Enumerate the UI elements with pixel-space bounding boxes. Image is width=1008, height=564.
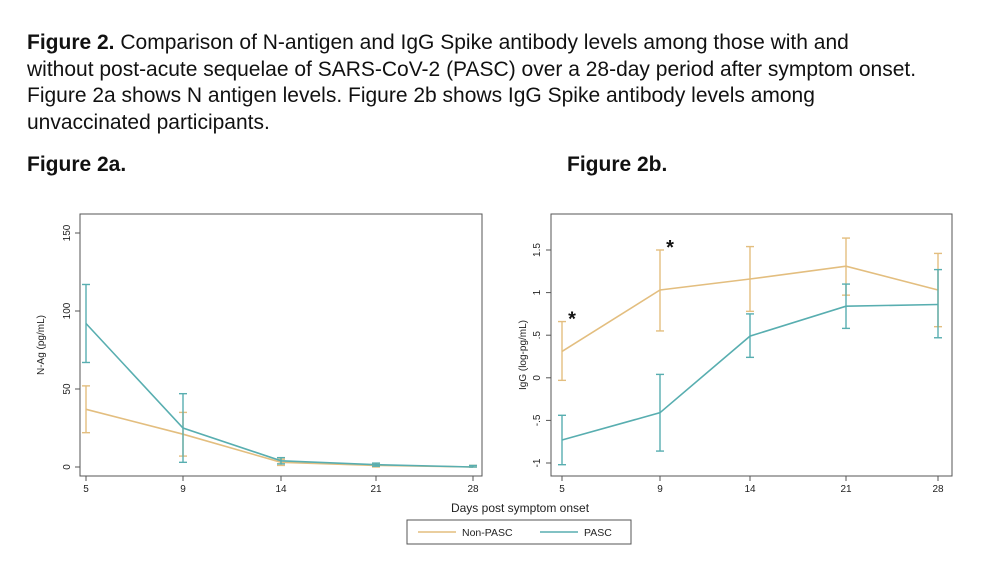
y-tick-label: 1.5 [532,243,543,257]
error-bar-pasc [469,464,477,468]
error-bar-pasc [179,392,187,464]
x-tick-label: 21 [370,484,382,495]
x-tick-label: 9 [180,484,186,495]
caption-label: Figure 2. [27,31,115,54]
x-tick-label: 14 [744,484,756,495]
y-tick-label: 50 [62,383,73,395]
legend-label-non-pasc: Non-PASC [462,527,513,539]
error-bar-pasc [842,283,850,330]
y-tick-label: -1 [532,458,543,467]
chart-panel-b: -1 -.5 0 .5 1 1.5 IgG (log-pg/mL) 5 9 14 21 28 * * [518,213,953,495]
error-bar-non-pasc [558,320,566,382]
caption-line-1: Figure 2. Comparison of N-antigen and Ig… [27,30,1008,57]
shared-x-axis-title: Days post symptom onset [451,501,590,515]
error-bar-non-pasc [656,249,664,332]
caption-line-2: without post-acute sequelae of SARS-CoV-… [27,57,917,81]
y-tick-label: .5 [532,331,543,340]
y-tick-label: 0 [62,464,73,470]
x-tick-label: 9 [657,484,663,495]
error-bar-pasc [656,373,664,452]
series-line-pasc [85,322,474,468]
panel-label-a: Figure 2a. [27,153,127,176]
plot-frame [79,213,483,477]
error-bar-pasc [372,462,380,467]
plot-frame [550,213,953,477]
x-tick-label: 14 [275,484,287,495]
x-tick-label: 28 [467,484,479,495]
panel-label-b: Figure 2b. [567,153,668,176]
series-line-non-pasc [85,408,474,468]
y-axis-title: IgG (log-pg/mL) [518,320,529,390]
error-bar-pasc [277,456,285,465]
error-bar-non-pasc [82,385,90,434]
legend: Non-PASC PASC [406,519,632,545]
y-axis-title: N-Ag (pg/mL) [36,315,47,375]
error-bar-pasc [746,313,754,359]
x-tick-label: 5 [559,484,565,495]
error-bar-pasc [934,268,942,339]
y-tick-label: 0 [532,375,543,381]
error-bar-pasc [82,283,90,364]
figure-caption: Figure 2. Comparison of N-antigen and Ig… [27,30,1008,136]
caption-line-3: Figure 2a shows N antigen levels. Figure… [27,84,815,107]
error-bar-non-pasc [746,245,754,313]
y-tick-label: 150 [62,224,73,241]
caption-line-1-text: Comparison of N-antigen and IgG Spike an… [120,31,849,54]
x-tick-label: 21 [840,484,852,495]
chart-panel-a: 0 50 100 150 N-Ag (pg/mL) 5 9 14 21 28 [36,213,483,495]
caption-line-4: unvaccinated participants. [27,110,270,134]
y-tick-label: -.5 [532,414,543,426]
x-tick-label: 28 [932,484,944,495]
y-tick-label: 1 [532,289,543,295]
significance-marker: * [666,237,674,259]
error-bar-pasc [558,414,566,466]
legend-label-pasc: PASC [584,527,612,539]
y-tick-label: 100 [62,302,73,319]
x-tick-label: 5 [83,484,89,495]
significance-marker: * [568,309,576,331]
